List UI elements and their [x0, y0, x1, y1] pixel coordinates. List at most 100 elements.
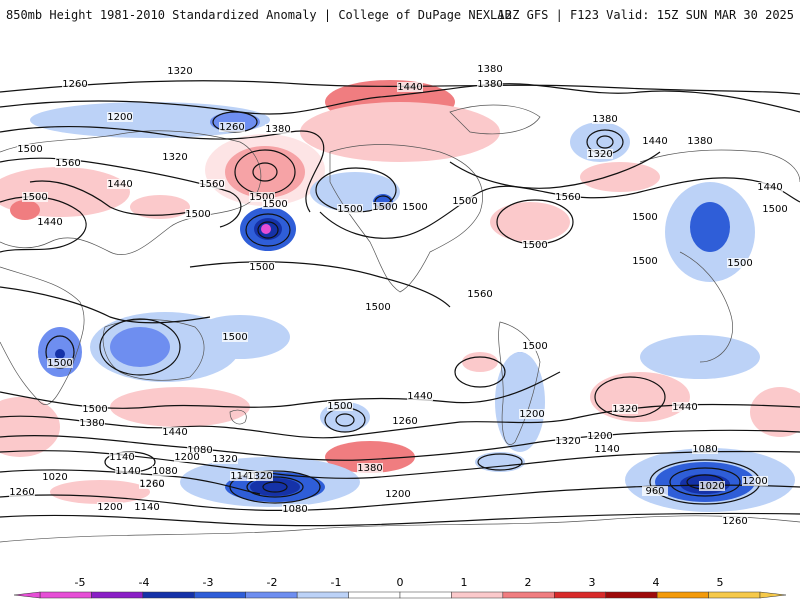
contour-label-bg — [672, 402, 698, 412]
contour-label-bg — [477, 79, 503, 89]
colorbar-swatch — [348, 591, 401, 599]
contour-label-bg — [97, 502, 123, 512]
contour-label-bg — [642, 136, 668, 146]
contour-label-bg — [9, 487, 35, 497]
contour-label: 1500 — [365, 302, 390, 313]
contour-label: 1260 — [219, 122, 244, 133]
contour-label-bg — [222, 332, 248, 342]
contour-label-bg — [249, 262, 275, 272]
contour-label-bg — [467, 289, 493, 299]
contour-label: 1500 — [47, 358, 72, 369]
coastlines — [0, 104, 800, 543]
contour-label: 1260 — [139, 479, 164, 490]
contour-label-bg — [385, 489, 411, 499]
contour-label: 1440 — [642, 136, 667, 147]
contour-label: 1500 — [632, 212, 657, 223]
contour-label-bg — [262, 199, 288, 209]
contour-label-bg — [327, 401, 353, 411]
contour-label-bg — [42, 472, 68, 482]
contour-label-bg — [107, 179, 133, 189]
contour-label-bg — [587, 431, 613, 441]
colorbar-tick-label: 3 — [589, 576, 596, 589]
contour-label: 1440 — [37, 217, 62, 228]
contour-label: 1500 — [522, 341, 547, 352]
colorbar-tick-label: -4 — [139, 576, 150, 589]
contour-label: 1500 — [249, 262, 274, 273]
contour-label: 1080 — [152, 466, 177, 477]
contour-label: 1080 — [692, 444, 717, 455]
contour-label: 1500 — [249, 192, 274, 203]
contour-label-bg — [632, 256, 658, 266]
colorbar-tick-label: -3 — [203, 576, 214, 589]
anomaly-map: 1320 1380 1260 1200 1260 1440 1380 1380 1380 1320… — [0, 64, 800, 543]
contour-label: 1380 — [265, 124, 290, 135]
contour-label-bg — [187, 445, 213, 455]
contour-label: 1500 — [82, 404, 107, 415]
contour-label-bg — [337, 204, 363, 214]
contour-label-bg — [82, 404, 108, 414]
contour-label: 1200 — [519, 409, 544, 420]
colorbar-swatch — [399, 591, 452, 599]
colorbar-tick-label: 2 — [525, 576, 532, 589]
contour-label-bg — [134, 502, 160, 512]
colorbar-tick-label: -2 — [267, 576, 278, 589]
colorbar-min-arrow — [13, 591, 41, 599]
colorbar-tick-label: -1 — [331, 576, 342, 589]
contour-label: 1200 — [587, 431, 612, 442]
contour-label-bg — [249, 192, 275, 202]
contour-label: 1380 — [477, 79, 502, 90]
contour-label-bg — [727, 258, 753, 268]
colorbar-swatch — [502, 591, 555, 599]
contour-label: 1500 — [522, 240, 547, 251]
contour-label: 1560 — [199, 179, 224, 190]
contour-label-bg — [62, 79, 88, 89]
colorbar-swatch — [605, 591, 658, 599]
contour-label-bg — [357, 463, 383, 473]
map-title: 850mb Height 1981-2010 Standardized Anom… — [6, 8, 512, 22]
contour-label-bg — [612, 404, 638, 414]
contour-label-bg — [79, 418, 105, 428]
model-valid-time: 12Z GFS | F123 Valid: 15Z SUN MAR 30 202… — [497, 8, 794, 22]
contour-label: 1500 — [727, 258, 752, 269]
contour-label-bg — [212, 454, 238, 464]
contour-label: 1200 — [385, 489, 410, 500]
contour-label-bg — [174, 452, 200, 462]
contour-label-bg — [699, 481, 725, 491]
contour-label-bg — [742, 476, 768, 486]
contour-label-bg — [152, 466, 178, 476]
contour-label: 1380 — [357, 463, 382, 474]
contour-label-bg — [230, 471, 256, 481]
contour-label-bg — [55, 158, 81, 168]
contour-label-bg — [247, 471, 273, 481]
colorbar-tick-label: 0 — [397, 576, 404, 589]
contour-label-bg — [365, 302, 391, 312]
colorbar-swatch — [656, 591, 709, 599]
contour-label-bg — [522, 341, 548, 351]
colorbar-swatch — [91, 591, 144, 599]
contour-label-bg — [587, 149, 613, 159]
contour-label: 1020 — [699, 481, 724, 492]
contour-label-bg — [632, 212, 658, 222]
contour-label-bg — [407, 391, 433, 401]
contour-label: 1440 — [397, 82, 422, 93]
colorbar-swatch — [39, 591, 92, 599]
contour-label: 1020 — [42, 472, 67, 483]
contour-label-bg — [139, 479, 165, 489]
contour-label-bg — [757, 182, 783, 192]
contour-label: 1140 — [109, 452, 134, 463]
contour-label-bg — [162, 152, 188, 162]
colorbar-tick-label: -5 — [75, 576, 86, 589]
contour-label: 1500 — [762, 204, 787, 215]
contour-label-bg — [392, 416, 418, 426]
contour-label: 1260 — [722, 516, 747, 527]
contour-label: 1320 — [162, 152, 187, 163]
contour-label-bg — [47, 358, 73, 368]
contour-label: 1500 — [185, 209, 210, 220]
anomaly-shading — [0, 80, 800, 512]
contour-label: 1320 — [247, 471, 272, 482]
contour-label: 1320 — [587, 149, 612, 160]
colorbar-swatch — [245, 591, 298, 599]
colorbar-tick-label: 5 — [717, 576, 724, 589]
contour-label: 1500 — [262, 199, 287, 210]
contour-label: 1320 — [212, 454, 237, 465]
